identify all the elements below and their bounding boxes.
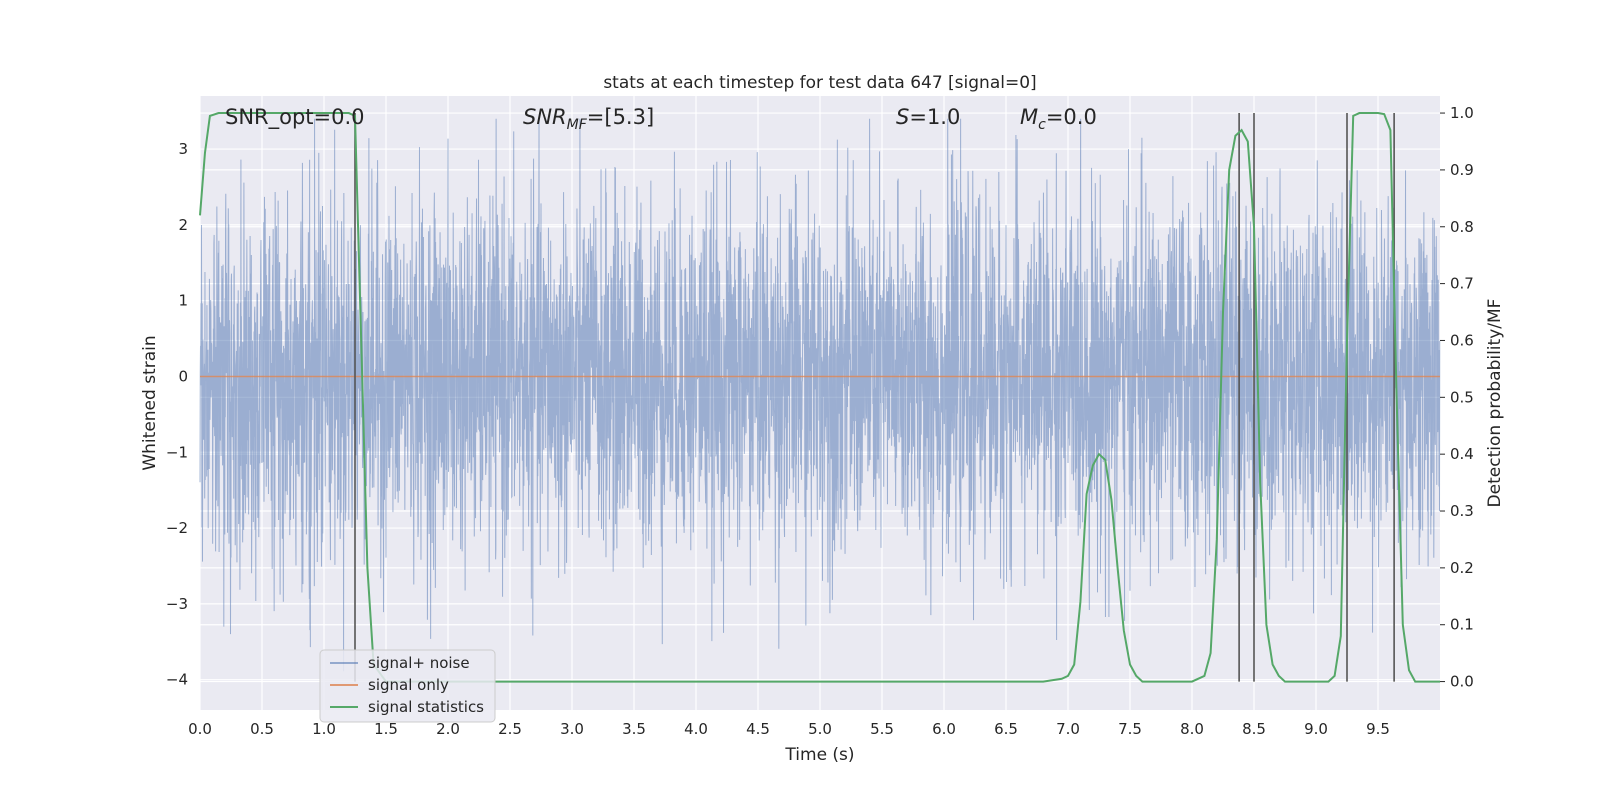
y-tick-label-right: 0.3 xyxy=(1450,502,1474,520)
x-tick-label: 6.5 xyxy=(994,720,1018,738)
y-tick-label-left: −2 xyxy=(166,519,188,537)
x-tick-label: 3.5 xyxy=(622,720,646,738)
annotation-snr-opt: SNR_opt=0.0 xyxy=(225,105,365,130)
y-axis-label-right: Detection probability/MF xyxy=(1485,299,1505,508)
x-tick-label: 1.0 xyxy=(312,720,336,738)
x-tick-label: 1.5 xyxy=(374,720,398,738)
y-tick-label-left: 0 xyxy=(178,367,188,385)
y-tick-label-right: 0.5 xyxy=(1450,388,1474,406)
chart-title: stats at each timestep for test data 647… xyxy=(603,73,1036,93)
x-tick-label: 8.0 xyxy=(1180,720,1204,738)
annotation-snr-mf-label: SNR xyxy=(523,105,567,129)
x-tick-label: 3.0 xyxy=(560,720,584,738)
y-tick-label-right: 0.0 xyxy=(1450,673,1474,691)
y-axis-label-left: Whitened strain xyxy=(140,335,160,470)
y-tick-label-right: 0.7 xyxy=(1450,275,1474,293)
x-tick-label: 8.5 xyxy=(1242,720,1266,738)
annotation-s-label: S xyxy=(896,105,909,129)
annotation-s: S=1.0 xyxy=(896,105,960,129)
y-tick-label-right: 0.8 xyxy=(1450,218,1474,236)
legend-label-signal-noise: signal+ noise xyxy=(368,654,470,672)
annotation-snr-mf-sub: MF xyxy=(567,117,588,133)
x-tick-label: 0.0 xyxy=(188,720,212,738)
y-tick-label-left: −4 xyxy=(166,671,188,689)
y-tick-label-right: 0.6 xyxy=(1450,331,1474,349)
y-tick-label-left: 3 xyxy=(178,140,188,158)
x-tick-label: 5.0 xyxy=(808,720,832,738)
annotation-snr-mf: SNRMF=[5.3] xyxy=(523,105,654,133)
x-axis-label: Time (s) xyxy=(784,745,854,765)
y-tick-label-right: 0.9 xyxy=(1450,161,1474,179)
annotation-mc: Mc=0.0 xyxy=(1020,105,1097,133)
y-tick-label-right: 0.4 xyxy=(1450,445,1474,463)
y-tick-label-left: −3 xyxy=(166,595,188,613)
legend-label-signal-only: signal only xyxy=(368,676,449,694)
y-tick-label-right: 0.1 xyxy=(1450,616,1474,634)
y-tick-label-left: −1 xyxy=(166,443,188,461)
y-tick-label-right: 0.2 xyxy=(1450,559,1474,577)
x-tick-label: 2.5 xyxy=(498,720,522,738)
x-tick-label: 7.0 xyxy=(1056,720,1080,738)
y-tick-label-left: 2 xyxy=(178,216,188,234)
legend-label-signal-statistics: signal statistics xyxy=(368,698,484,716)
annotation-s-value: =1.0 xyxy=(909,105,960,129)
x-tick-label: 0.5 xyxy=(250,720,274,738)
y-tick-label-left: 1 xyxy=(178,292,188,310)
x-tick-label: 5.5 xyxy=(870,720,894,738)
x-tick-label: 9.5 xyxy=(1366,720,1390,738)
annotation-mc-label: M xyxy=(1020,105,1038,129)
x-tick-label: 9.0 xyxy=(1304,720,1328,738)
y-tick-label-right: 1.0 xyxy=(1450,104,1474,122)
legend: signal+ noise signal only signal statist… xyxy=(320,650,495,722)
x-tick-label: 4.0 xyxy=(684,720,708,738)
x-tick-label: 6.0 xyxy=(932,720,956,738)
x-tick-label: 7.5 xyxy=(1118,720,1142,738)
x-tick-label: 4.5 xyxy=(746,720,770,738)
annotation-snr-mf-value: =[5.3] xyxy=(587,105,654,129)
annotation-mc-value: =0.0 xyxy=(1046,105,1097,129)
x-tick-label: 2.0 xyxy=(436,720,460,738)
